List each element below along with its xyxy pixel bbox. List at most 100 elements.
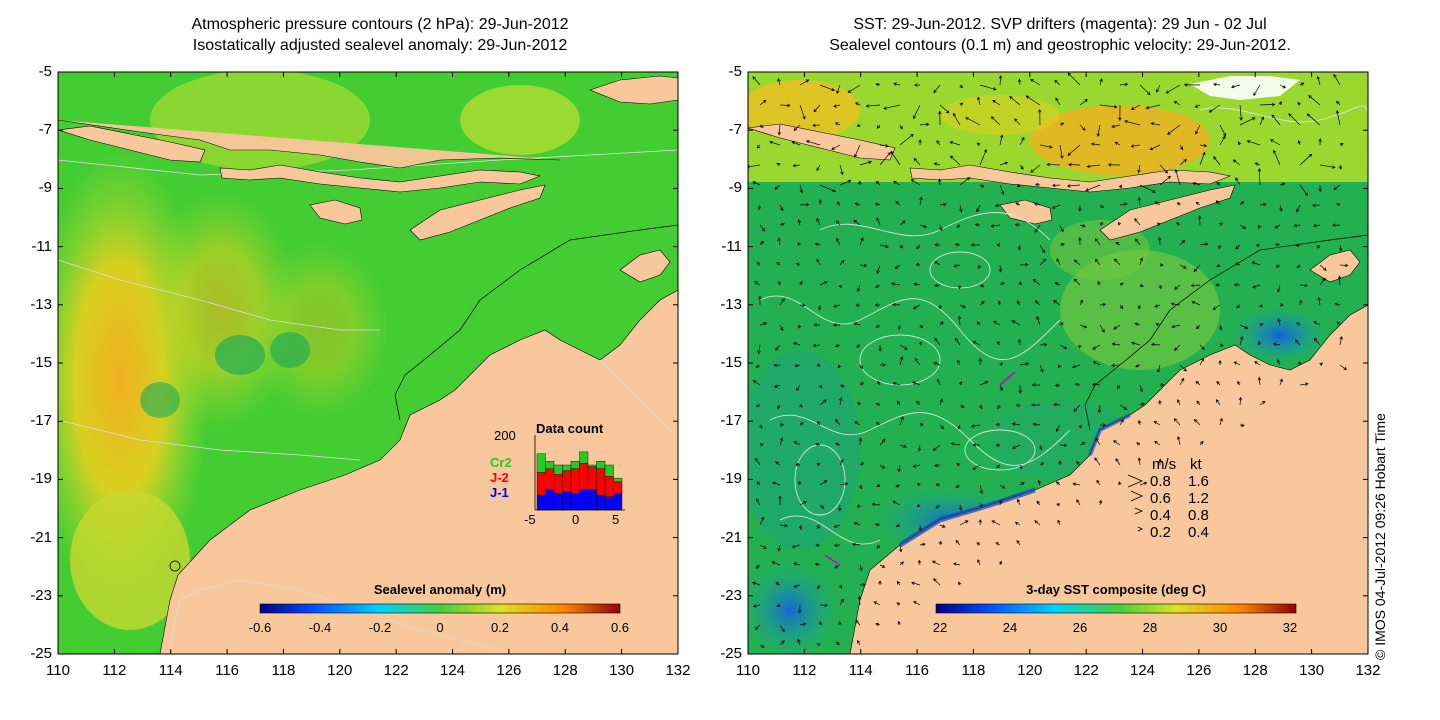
sst-colorbar: [935, 603, 1297, 614]
velocity-legend: m/s kt 0.8 1.6 0.6 1.2 0.4 0.8 0.2 0.4: [1150, 456, 1209, 541]
velocity-arrow: [779, 324, 784, 331]
velocity-arrow: [919, 542, 926, 547]
velocity-arrow: [1338, 164, 1343, 170]
svp-drifter-track-1: [999, 371, 1016, 386]
velocity-arrow: [1154, 201, 1161, 206]
velocity-arrow: [1154, 440, 1161, 446]
velocity-arrow: [836, 201, 841, 206]
velocity-arrow: [1219, 222, 1223, 226]
right-title-line2: Sealevel contours (0.1 m) and geostrophi…: [829, 37, 1291, 54]
velocity-arrow: [799, 404, 803, 408]
velocity-arrow: [815, 543, 821, 547]
velocity-arrow: [995, 423, 1001, 427]
velocity-arrow: [1190, 283, 1201, 288]
velocity-arrow: [1318, 138, 1322, 146]
velocity-arrow: [813, 323, 821, 327]
velocity-arrow: [1336, 202, 1341, 207]
velocity-arrow: [779, 222, 785, 227]
velocity-arrow: [759, 322, 768, 326]
x-tick-label: 116: [215, 662, 240, 679]
velocity-arrow: [757, 344, 761, 355]
velocity-arrow: [959, 84, 963, 89]
left-lesser-sunda-islands: [219, 164, 542, 193]
velocity-arrow: [776, 603, 781, 607]
velocity-arrow: [1019, 464, 1023, 470]
velocity-arrow: [1014, 118, 1021, 126]
velocity-arrow: [752, 604, 761, 608]
velocity-arrow: [1131, 341, 1141, 346]
velocity-arrow: [817, 304, 822, 311]
velocity-arrow: [1173, 418, 1181, 426]
y-tick-label: -7: [728, 121, 742, 139]
velocity-arrow: [999, 384, 1003, 392]
velocity-arrow: [1174, 344, 1181, 351]
inset-bar: [553, 474, 563, 494]
velocity-arrow: [996, 341, 1001, 346]
velocity-arrow: [854, 102, 861, 106]
velocity-arrow: [754, 457, 761, 466]
velocity-arrow: [875, 622, 881, 627]
velocity-arrow: [759, 516, 765, 526]
velocity-ms-value: 0.6: [1150, 490, 1171, 507]
velocity-arrow: [1119, 282, 1124, 286]
velocity-arrow: [1174, 284, 1181, 290]
right-timor-island: [1099, 184, 1236, 241]
velocity-arrow: [1031, 383, 1041, 387]
y-tick-label: -21: [720, 528, 742, 546]
velocity-arrow: [956, 462, 961, 467]
velocity-arrow: [754, 281, 761, 286]
velocity-arrow: [1252, 284, 1261, 289]
velocity-arrow: [1259, 202, 1267, 207]
velocity-arrow: [979, 184, 985, 188]
velocity-arrow: [895, 523, 901, 528]
velocity-arrow: [959, 102, 964, 106]
velocity-arrow: [757, 204, 762, 211]
velocity-arrow: [1216, 381, 1221, 386]
velocity-arrow: [919, 196, 923, 206]
velocity-arrow: [779, 103, 791, 108]
velocity-arrow: [871, 502, 881, 507]
velocity-arrow: [833, 323, 841, 327]
inset-bar: [536, 494, 546, 511]
velocity-arrow: [797, 638, 801, 646]
y-tick-label: -17: [30, 412, 52, 430]
inset-bar: [536, 472, 546, 496]
velocity-arrow: [917, 559, 922, 566]
velocity-arrow: [859, 484, 863, 490]
velocity-arrow: [1337, 275, 1342, 286]
velocity-arrow: [915, 263, 921, 267]
velocity-arrow: [1107, 163, 1121, 167]
velocity-arrow: [893, 82, 901, 86]
velocity-arrow: [779, 423, 785, 427]
velocity-arrow: [999, 484, 1006, 489]
velocity-arrow: [1136, 442, 1141, 446]
velocity-arrow: [976, 542, 981, 546]
velocity-arrow: [939, 321, 944, 326]
velocity-arrow: [912, 104, 921, 120]
left-title-line1: Atmospheric pressure contours (2 hPa): 2…: [191, 16, 569, 33]
velocity-arrow: [1139, 257, 1144, 266]
velocity-arrow: [1153, 421, 1161, 426]
velocity-arrow: [1215, 200, 1221, 206]
velocity-arrow: [834, 122, 841, 126]
velocity-arrow: [876, 483, 881, 487]
velocity-arrow: [839, 598, 844, 606]
velocity-arrow: [1086, 164, 1101, 169]
velocity-arrow: [799, 501, 807, 506]
velocity-arrow: [778, 495, 782, 506]
velocity-arrow: [959, 304, 967, 309]
velocity-arrow: [1156, 84, 1161, 93]
velocity-arrow: [979, 484, 984, 495]
velocity-arrow: [892, 382, 901, 386]
velocity-arrow: [997, 300, 1002, 306]
sst-colorbar-tick: 28: [1142, 620, 1158, 635]
velocity-arrow: [897, 620, 901, 626]
velocity-arrow: [835, 442, 841, 446]
velocity-arrow: [1115, 241, 1121, 246]
anomaly-colorbar-tick: -0.2: [368, 620, 392, 635]
velocity-arrow: [1079, 324, 1088, 329]
velocity-arrow: [1053, 300, 1061, 306]
velocity-arrow: [853, 522, 861, 526]
velocity-arrow: [913, 601, 921, 606]
velocity-arrow: [1059, 144, 1064, 159]
